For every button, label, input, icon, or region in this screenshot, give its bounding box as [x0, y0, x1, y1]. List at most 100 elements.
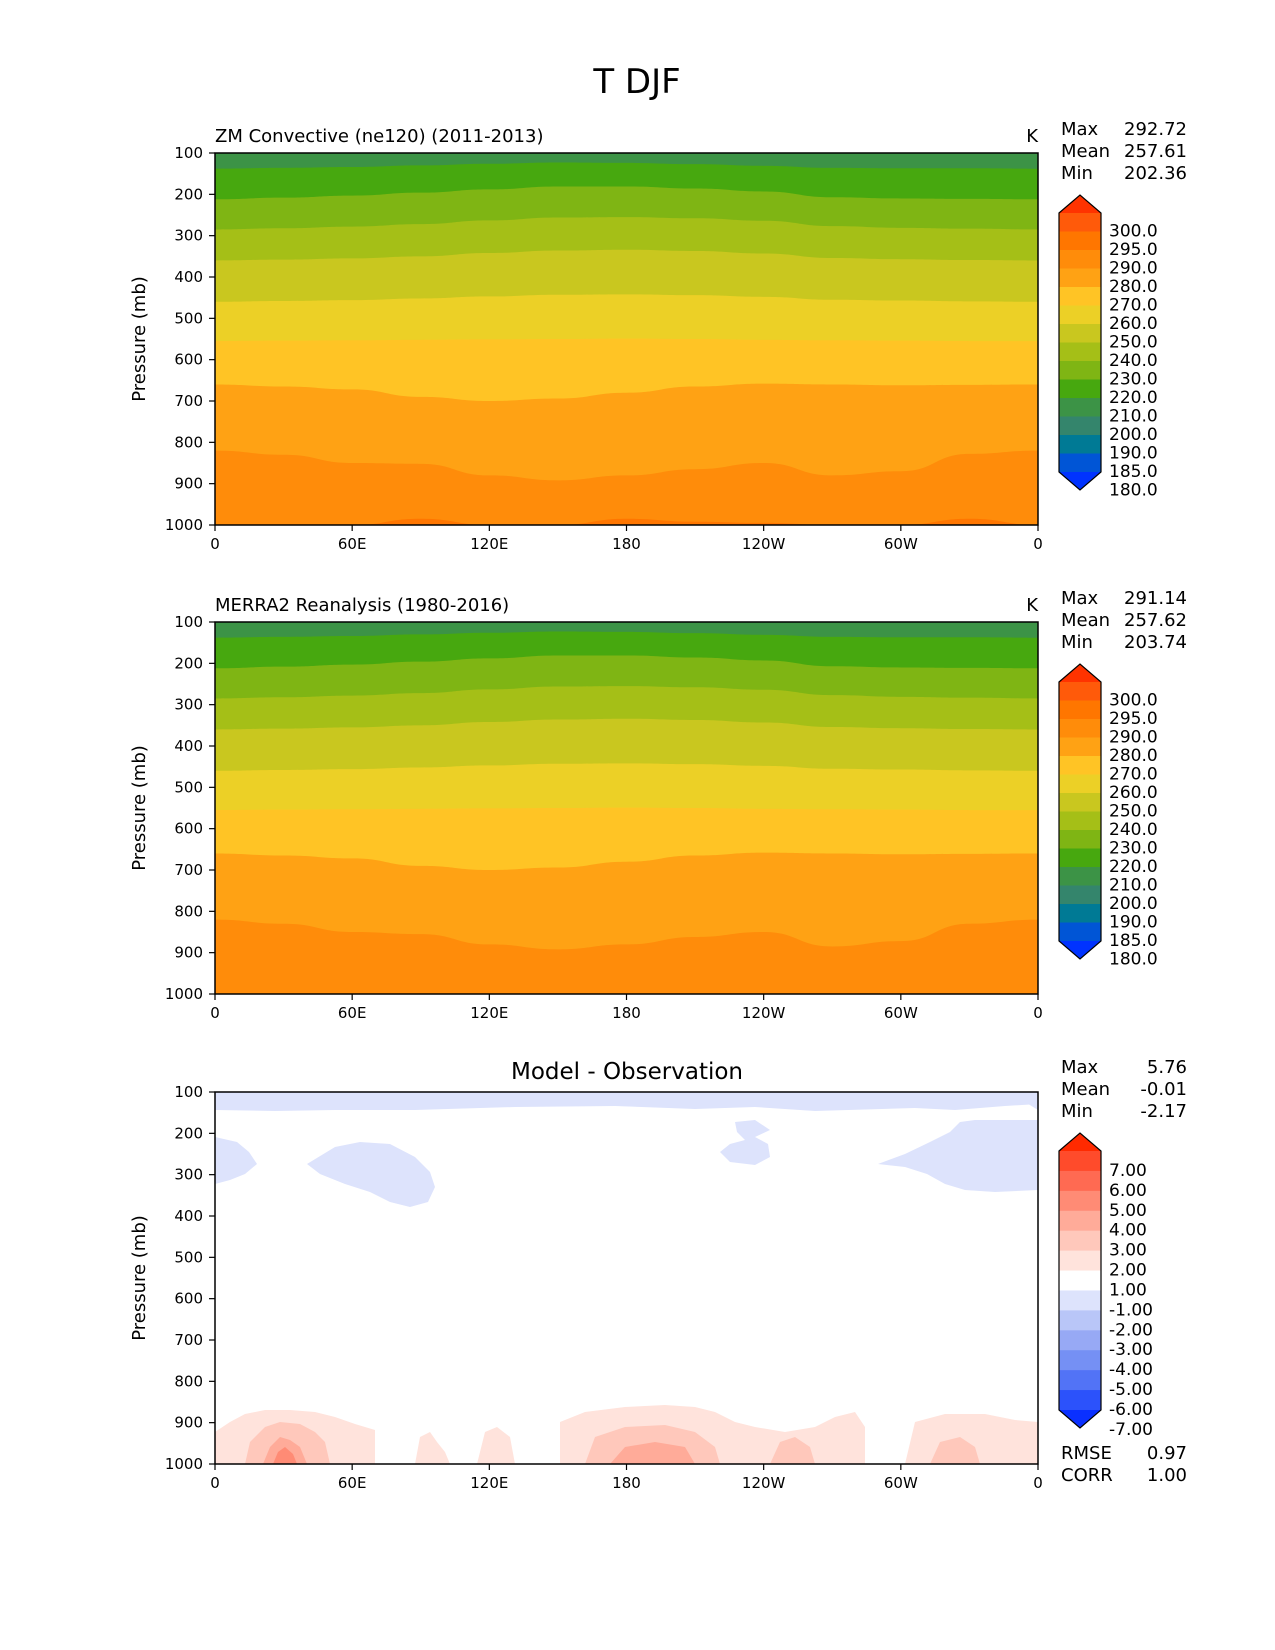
panel-1-plot — [215, 622, 1038, 994]
colorbar-label: 180.0 — [1109, 481, 1158, 501]
y-tick-label: 300 — [174, 227, 203, 245]
colorbar-label: 200.0 — [1109, 425, 1158, 445]
colorbar-segment — [1059, 1250, 1101, 1272]
colorbar-segment — [1059, 250, 1101, 270]
colorbar-segment — [1059, 398, 1101, 418]
colorbar-label: 190.0 — [1109, 913, 1158, 933]
panel-1-stats: Max 291.14 Mean 257.62 Min 203.74 — [1061, 588, 1187, 653]
colorbar-cap-top — [1059, 664, 1101, 682]
colorbar-label: 220.0 — [1109, 388, 1158, 408]
colorbar-label: 290.0 — [1109, 259, 1158, 279]
panel-2-rmse-value: 0.97 — [1147, 1443, 1187, 1464]
y-tick-label: 600 — [174, 351, 203, 369]
colorbar-cap-bottom — [1059, 1410, 1101, 1428]
x-tick-label: 180 — [612, 535, 641, 553]
colorbar-label: 7.00 — [1109, 1161, 1147, 1181]
x-tick-label: 0 — [210, 1474, 220, 1492]
colorbar-segment — [1059, 416, 1101, 436]
colorbar-label: -6.00 — [1109, 1400, 1153, 1420]
panel-0-stat-max-value: 292.72 — [1124, 119, 1187, 140]
panel-observation: MERRA2 Reanalysis (1980-2016) K Pressure… — [129, 588, 1187, 1022]
y-tick-label: 900 — [174, 475, 203, 493]
y-tick-label: 400 — [174, 1207, 203, 1225]
y-tick-label: 200 — [174, 185, 203, 203]
colorbar-segment — [1059, 379, 1101, 399]
colorbar-segment — [1059, 1170, 1101, 1192]
colorbar-segment — [1059, 756, 1101, 776]
x-tick-label: 60W — [884, 1474, 918, 1492]
y-tick-label: 200 — [174, 1124, 203, 1142]
panel-0-stat-max-label: Max — [1061, 119, 1099, 140]
y-tick-label: 300 — [174, 1166, 203, 1184]
colorbar-label: 270.0 — [1109, 765, 1158, 785]
panel-0-title: ZM Convective (ne120) (2011-2013) — [215, 126, 543, 147]
colorbar-segment — [1059, 342, 1101, 362]
colorbar-cap-top — [1059, 1133, 1101, 1151]
colorbar-segment — [1059, 1310, 1101, 1331]
colorbar-outline — [1058, 1132, 1102, 1429]
x-tick-label: 120E — [470, 1004, 508, 1022]
colorbar-segment — [1059, 213, 1101, 233]
diff-negative-right-top — [1020, 1092, 1038, 1110]
y-tick-label: 700 — [174, 392, 203, 410]
colorbar-segment — [1059, 1270, 1101, 1292]
colorbar-segment — [1059, 922, 1101, 942]
colorbar-label: 6.00 — [1109, 1181, 1147, 1201]
colorbar-label: 210.0 — [1109, 876, 1158, 896]
colorbar-label: 290.0 — [1109, 728, 1158, 748]
colorbar-label: 220.0 — [1109, 857, 1158, 877]
colorbar-label: 1.00 — [1109, 1280, 1147, 1300]
colorbar-label: -2.00 — [1109, 1320, 1153, 1340]
colorbar-cap-top — [1059, 195, 1101, 213]
colorbar-label: 280.0 — [1109, 746, 1158, 766]
y-tick-label: 1000 — [165, 516, 203, 534]
colorbar-segment — [1059, 867, 1101, 887]
colorbar-label: -1.00 — [1109, 1300, 1153, 1320]
colorbar-segment — [1059, 1370, 1101, 1391]
x-tick-label: 60E — [338, 535, 367, 553]
colorbar-label: 300.0 — [1109, 222, 1158, 242]
panel-0-ylabel: Pressure (mb) — [129, 276, 150, 402]
panel-2-stat-min-value: -2.17 — [1140, 1101, 1187, 1122]
colorbar-segment — [1059, 324, 1101, 344]
colorbar-segment — [1059, 1330, 1101, 1351]
panel-1-units: K — [1026, 595, 1039, 616]
diff-positive-indian-ocean — [415, 1432, 450, 1464]
colorbar-label: 2.00 — [1109, 1261, 1147, 1281]
colorbar-cap-bottom — [1059, 941, 1101, 959]
colorbar-segment — [1059, 774, 1101, 794]
y-tick-label: 900 — [174, 1414, 203, 1432]
colorbar-segment — [1059, 904, 1101, 924]
colorbar-label: 300.0 — [1109, 691, 1158, 711]
y-tick-label: 800 — [174, 433, 203, 451]
panel-1-stat-mean-value: 257.62 — [1124, 610, 1187, 631]
panel-2-stat-max-value: 5.76 — [1147, 1057, 1187, 1078]
panel-2-stats: Max 5.76 Mean -0.01 Min -2.17 RMSE 0.97 … — [1061, 1057, 1187, 1486]
diff-positive-africa-4 — [273, 1447, 297, 1464]
colorbar-label: 240.0 — [1109, 820, 1158, 840]
y-tick-label: 300 — [174, 696, 203, 714]
panel-1-ylabel: Pressure (mb) — [129, 745, 150, 871]
colorbar-segment — [1059, 793, 1101, 813]
colorbar-segment — [1059, 1290, 1101, 1311]
x-tick-label: 120E — [470, 535, 508, 553]
colorbar-segment — [1059, 268, 1101, 288]
colorbar-label: -4.00 — [1109, 1360, 1153, 1380]
colorbar-label: 260.0 — [1109, 783, 1158, 803]
colorbar-segment — [1059, 737, 1101, 757]
y-tick-label: 200 — [174, 654, 203, 672]
colorbar-label: 260.0 — [1109, 314, 1158, 334]
colorbar-label: 270.0 — [1109, 296, 1158, 316]
colorbar-segment — [1059, 305, 1101, 325]
x-tick-label: 60E — [338, 1004, 367, 1022]
panel-0-plot — [215, 153, 1038, 525]
colorbar-segment — [1059, 1151, 1101, 1172]
diff-positive-pacific-3 — [610, 1442, 695, 1464]
colorbar-label: 230.0 — [1109, 839, 1158, 859]
diff-negative-atlantic — [878, 1120, 1038, 1192]
panel-2-corr-label: CORR — [1061, 1465, 1113, 1486]
panel-1-stat-max-label: Max — [1061, 588, 1099, 609]
panel-2-stat-min-label: Min — [1061, 1101, 1093, 1122]
colorbar-label: 210.0 — [1109, 407, 1158, 427]
